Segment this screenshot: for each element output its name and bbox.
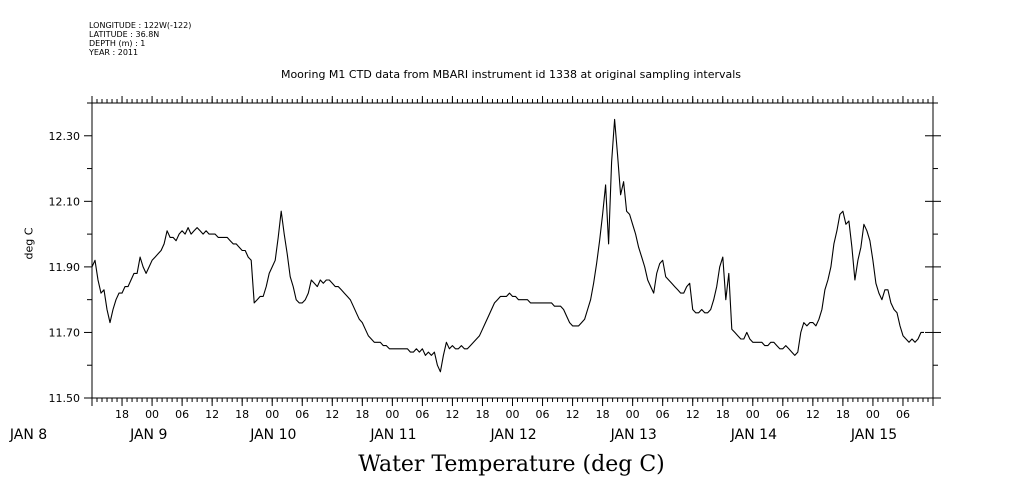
chart-title: Mooring M1 CTD data from MBARI instrumen… [280,68,742,81]
x-hour-tick-label: 12 [686,408,700,421]
x-day-label: JAN 8 [9,427,47,443]
x-hour-tick-label: 18 [115,408,129,421]
x-hour-tick-label: 12 [325,408,339,421]
x-hour-tick-label: 12 [205,408,219,421]
x-hour-tick-label: 00 [866,408,880,421]
x-hour-tick-label: 06 [295,408,309,421]
x-hour-tick-label: 12 [806,408,820,421]
x-hour-tick-label: 18 [475,408,489,421]
y-axis-label: deg C [22,227,36,260]
x-hour-tick-label: 00 [265,408,279,421]
y-tick-label: 11.50 [49,392,81,405]
y-tick-label: 11.90 [49,261,81,274]
meta-latitude: LATITUDE : 36.8N [89,30,160,39]
x-hour-tick-label: 06 [175,408,189,421]
x-hour-tick-label: 06 [415,408,429,421]
x-day-label: JAN 10 [249,427,296,443]
x-day-label: JAN 11 [369,427,416,443]
x-day-label: JAN 13 [610,427,657,443]
x-day-label: JAN 14 [730,427,777,443]
temperature-series-line [91,118,924,373]
x-hour-tick-label: 12 [566,408,580,421]
plot-frame [91,102,934,399]
y-tick-label: 11.70 [49,326,81,339]
x-hour-tick-label: 18 [235,408,249,421]
y-tick-label: 12.30 [49,130,81,143]
x-day-label: JAN 9 [129,427,167,443]
x-hour-tick-label: 06 [536,408,550,421]
x-hour-tick-label: 00 [385,408,399,421]
x-day-label: JAN 15 [850,427,897,443]
x-hour-tick-label: 00 [506,408,520,421]
x-hour-tick-label: 06 [656,408,670,421]
x-hour-tick-label: 06 [896,408,910,421]
meta-depth: DEPTH (m) : 1 [89,39,146,48]
x-axis-title: Water Temperature (deg C) [358,452,665,477]
x-hour-tick-label: 06 [776,408,790,421]
metadata-block: LONGITUDE : 122W(-122) LATITUDE : 36.8N … [89,21,191,57]
x-hour-tick-label: 18 [836,408,850,421]
meta-year: YEAR : 2011 [89,48,139,57]
x-hour-tick-label: 18 [355,408,369,421]
x-hour-tick-label: 12 [445,408,459,421]
x-hour-tick-label: 18 [596,408,610,421]
x-day-label: JAN 12 [490,427,537,443]
x-hour-tick-label: 00 [145,408,159,421]
x-hour-tick-label: 18 [716,408,730,421]
y-tick-label: 12.10 [49,195,81,208]
x-hour-tick-label: 00 [746,408,760,421]
meta-longitude: LONGITUDE : 122W(-122) [89,21,192,30]
x-hour-tick-label: 00 [626,408,640,421]
